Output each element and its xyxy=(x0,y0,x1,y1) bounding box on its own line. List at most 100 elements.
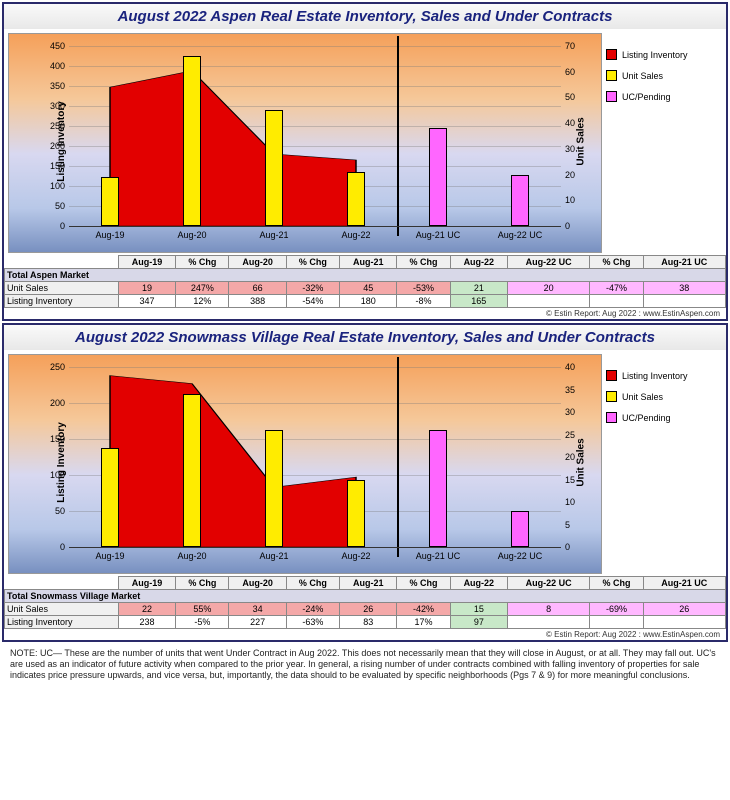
legend-label: Unit Sales xyxy=(622,392,663,402)
y-right-tick: 40 xyxy=(561,362,575,372)
table-cell: -53% xyxy=(397,282,450,295)
legend-swatch xyxy=(606,49,617,60)
data-table: Aug-19% ChgAug-20% ChgAug-21% ChgAug-22A… xyxy=(4,255,726,308)
y-left-tick: 400 xyxy=(50,61,69,71)
chart-plot-area: 0501001502002503003504004500102030405060… xyxy=(8,33,602,253)
y-right-tick: 10 xyxy=(561,195,575,205)
table-cell: 15 xyxy=(450,603,507,616)
x-axis-label: Aug-21 UC xyxy=(416,547,461,561)
table-cell: -8% xyxy=(397,295,450,308)
unit-sales-bar xyxy=(183,56,201,226)
x-axis-label: Aug-21 xyxy=(259,547,288,561)
y-right-tick: 30 xyxy=(561,407,575,417)
y-left-tick: 100 xyxy=(50,181,69,191)
x-axis-label: Aug-21 UC xyxy=(416,226,461,240)
legend: Listing Inventory Unit Sales UC/Pending xyxy=(602,33,722,253)
legend-label: Listing Inventory xyxy=(622,50,688,60)
legend-item: Unit Sales xyxy=(606,391,718,402)
y-right-tick: 70 xyxy=(561,41,575,51)
table-column-header: Aug-19 xyxy=(118,577,175,590)
uc-pending-bar xyxy=(429,430,447,547)
table-cell: 45 xyxy=(340,282,397,295)
chart-panel-snowmass: August 2022 Snowmass Village Real Estate… xyxy=(2,323,728,642)
legend-item: UC/Pending xyxy=(606,412,718,423)
chart-title: August 2022 Snowmass Village Real Estate… xyxy=(4,325,726,350)
y-right-tick: 35 xyxy=(561,385,575,395)
y-left-tick: 0 xyxy=(60,542,69,552)
table-cell xyxy=(590,295,643,308)
unit-sales-bar xyxy=(101,448,119,547)
x-axis-label: Aug-20 xyxy=(177,547,206,561)
legend-label: Unit Sales xyxy=(622,71,663,81)
table-row-label: Listing Inventory xyxy=(5,616,119,629)
unit-sales-bar xyxy=(265,430,283,547)
y-left-tick: 350 xyxy=(50,81,69,91)
y-left-tick: 200 xyxy=(50,398,69,408)
table-cell: 20 xyxy=(507,282,589,295)
table-cell: 8 xyxy=(507,603,589,616)
x-axis-label: Aug-22 UC xyxy=(498,226,543,240)
table-column-header: % Chg xyxy=(176,256,229,269)
x-axis-label: Aug-20 xyxy=(177,226,206,240)
chart-row: 0501001502002503003504004500102030405060… xyxy=(4,29,726,253)
y-right-tick: 30 xyxy=(561,144,575,154)
table-cell: -5% xyxy=(176,616,229,629)
table-column-header: % Chg xyxy=(590,577,643,590)
table-row-label: Unit Sales xyxy=(5,282,119,295)
table-cell: 22 xyxy=(118,603,175,616)
y-right-tick: 25 xyxy=(561,430,575,440)
table-cell: -54% xyxy=(286,295,339,308)
table-section-header: Total Snowmass Village Market xyxy=(5,590,726,603)
chart-plot-area: 0501001502002500510152025303540Listing I… xyxy=(8,354,602,574)
table-row-label: Listing Inventory xyxy=(5,295,119,308)
table-row-label: Unit Sales xyxy=(5,603,119,616)
y-right-label: Unit Sales xyxy=(575,117,586,165)
table-cell: 19 xyxy=(118,282,175,295)
uc-pending-bar xyxy=(511,511,529,547)
x-axis-label: Aug-22 xyxy=(341,226,370,240)
table-column-header: Aug-22 UC xyxy=(507,577,589,590)
table-column-header: % Chg xyxy=(286,577,339,590)
inventory-area xyxy=(110,376,356,547)
table-cell xyxy=(507,616,589,629)
y-left-tick: 0 xyxy=(60,221,69,231)
legend-item: Listing Inventory xyxy=(606,49,718,60)
chart-title: August 2022 Aspen Real Estate Inventory,… xyxy=(4,4,726,29)
table-cell: 83 xyxy=(340,616,397,629)
table-column-header: Aug-21 UC xyxy=(643,577,725,590)
table-column-header: Aug-21 xyxy=(340,256,397,269)
legend: Listing InventoryUnit SalesUC/Pending xyxy=(602,354,722,574)
table-cell: 347 xyxy=(118,295,175,308)
table-cell: 66 xyxy=(229,282,286,295)
legend-label: UC/Pending xyxy=(622,92,671,102)
legend-swatch xyxy=(606,91,617,102)
chart-row: 0501001502002500510152025303540Listing I… xyxy=(4,350,726,574)
table-cell: 17% xyxy=(397,616,450,629)
y-right-tick: 50 xyxy=(561,92,575,102)
table-cell: 26 xyxy=(643,603,725,616)
uc-pending-bar xyxy=(429,128,447,226)
credit-text: © Estin Report: Aug 2022 : www.EstinAspe… xyxy=(4,629,726,640)
legend-swatch xyxy=(606,70,617,81)
table-cell: 97 xyxy=(450,616,507,629)
footnote: NOTE: UC— These are the number of units … xyxy=(0,644,730,688)
y-right-tick: 0 xyxy=(561,221,570,231)
table-cell: -42% xyxy=(397,603,450,616)
table-cell: 21 xyxy=(450,282,507,295)
table-cell: 238 xyxy=(118,616,175,629)
unit-sales-bar xyxy=(347,172,365,226)
y-right-tick: 60 xyxy=(561,67,575,77)
credit-text: © Estin Report: Aug 2022 : www.EstinAspe… xyxy=(4,308,726,319)
y-left-tick: 50 xyxy=(55,506,69,516)
table-column-header: Aug-19 xyxy=(118,256,175,269)
legend-swatch xyxy=(606,370,617,381)
legend-swatch xyxy=(606,412,617,423)
table-column-header: % Chg xyxy=(286,256,339,269)
legend-swatch xyxy=(606,391,617,402)
table-section-header: Total Aspen Market xyxy=(5,269,726,282)
table-column-header: % Chg xyxy=(176,577,229,590)
y-right-tick: 0 xyxy=(561,542,570,552)
section-divider xyxy=(397,357,399,557)
table-column-header: Aug-20 xyxy=(229,256,286,269)
table-row: Unit Sales2255%34-24%26-42%158-69%26 xyxy=(5,603,726,616)
